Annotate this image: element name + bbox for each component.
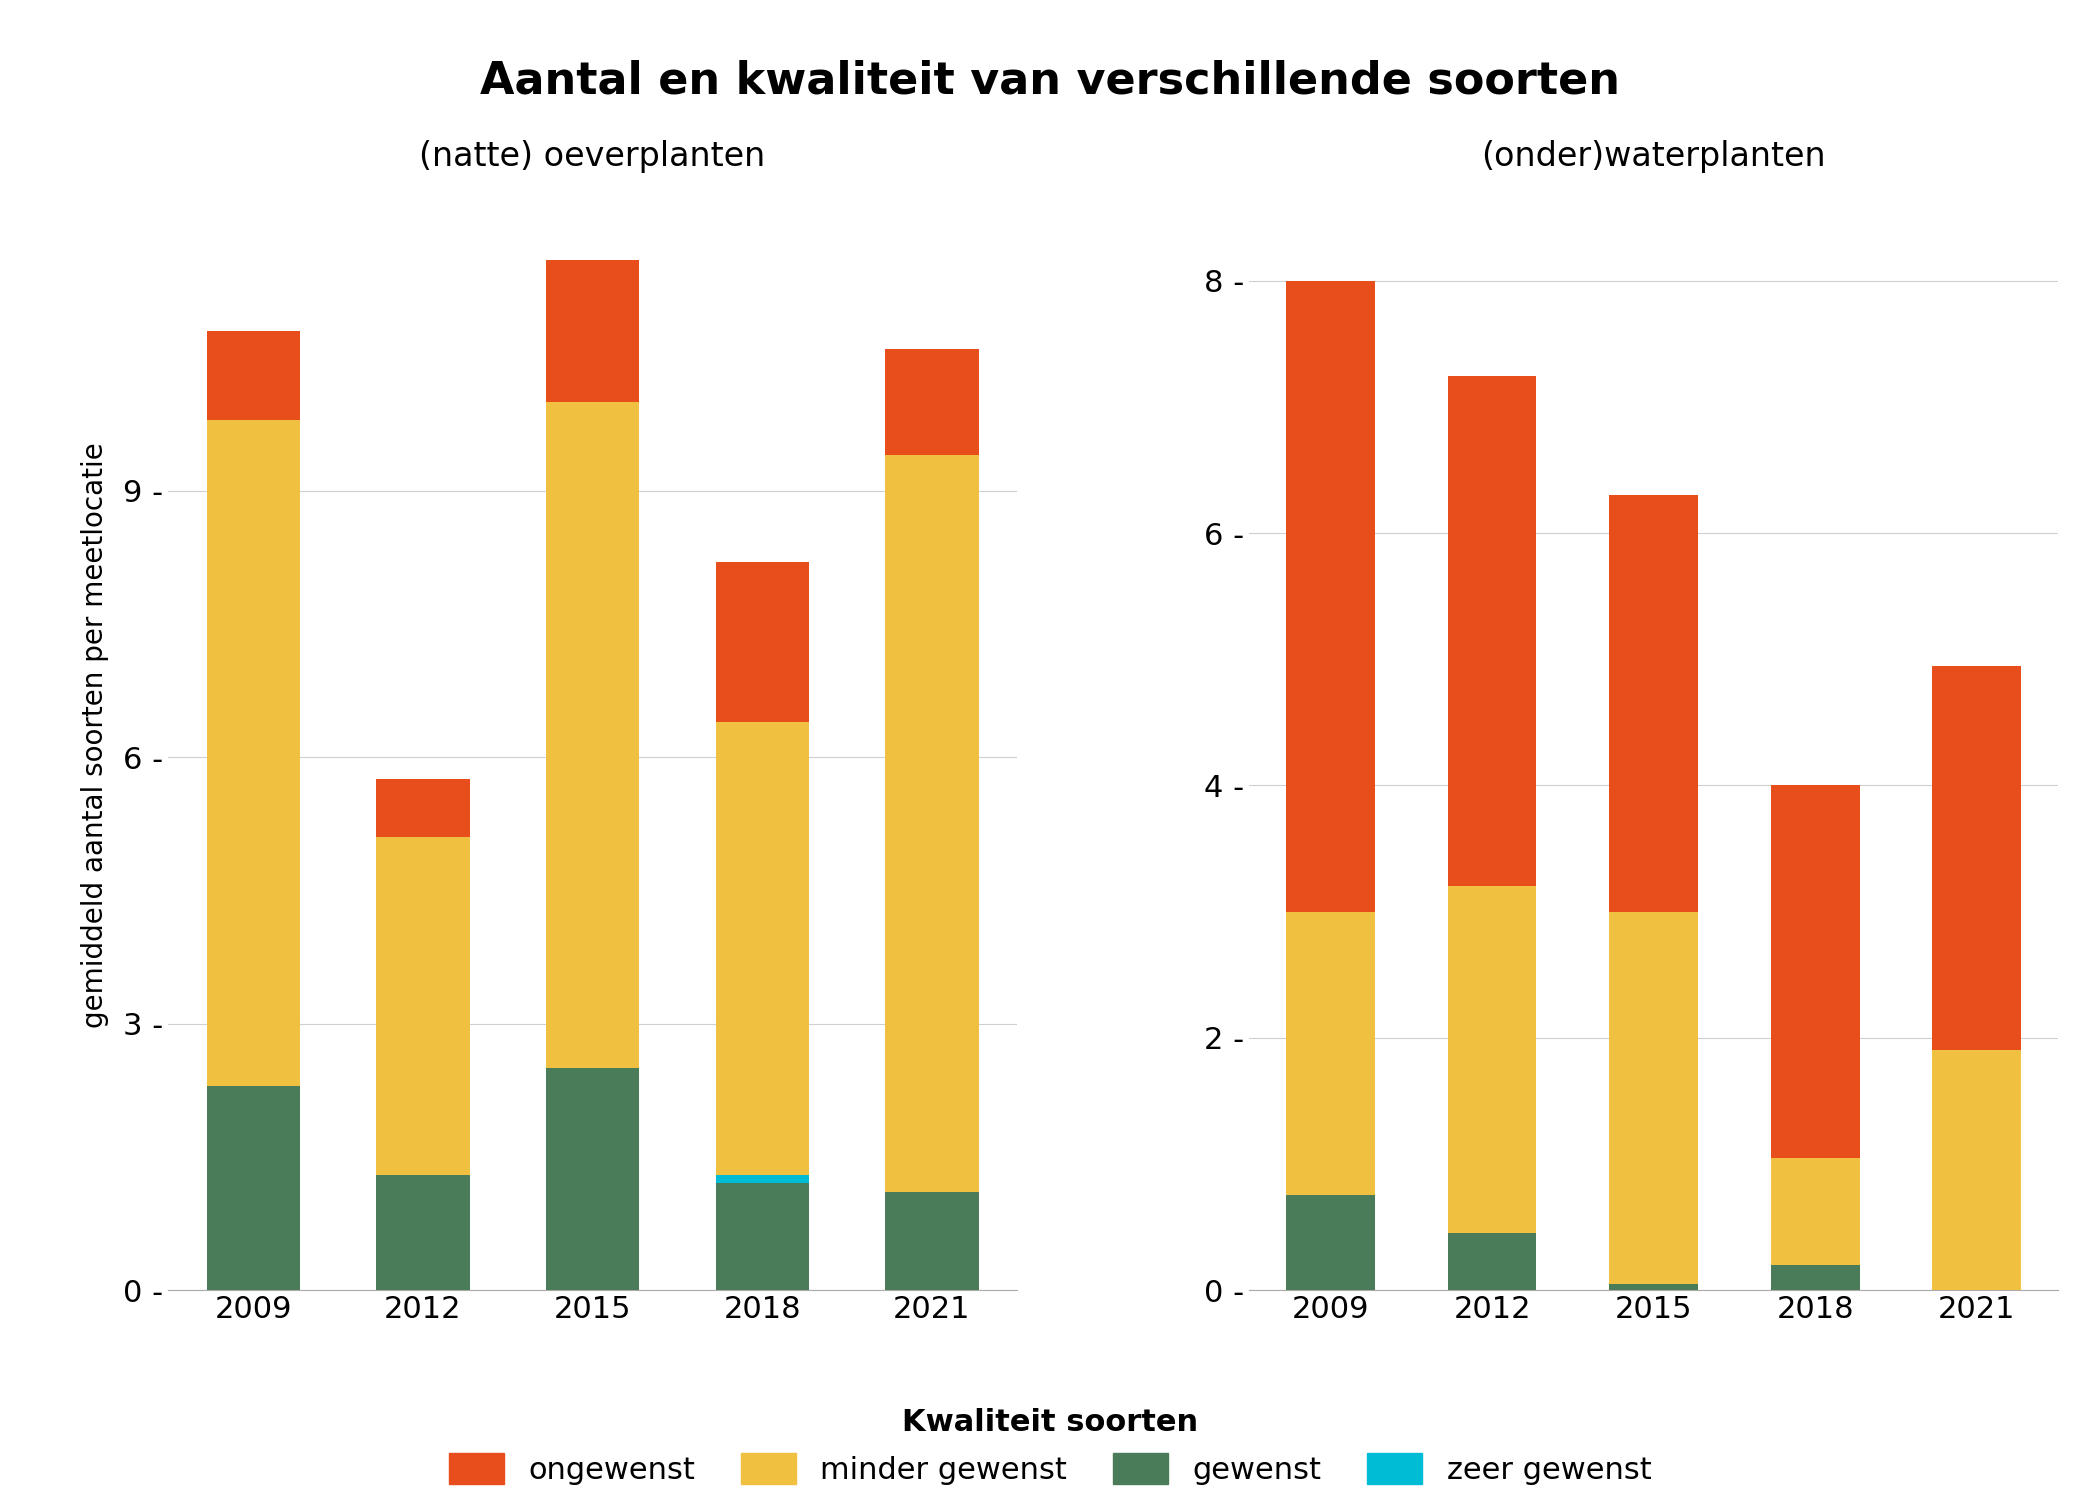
Legend: ongewenst, minder gewenst, gewenst, zeer gewenst: ongewenst, minder gewenst, gewenst, zeer… — [449, 1408, 1651, 1485]
Bar — [1932, 666, 2020, 1050]
Y-axis label: gemiddeld aantal soorten per meetlocatie: gemiddeld aantal soorten per meetlocatie — [82, 442, 109, 1028]
Bar — [546, 402, 638, 1068]
Bar — [1609, 495, 1699, 912]
Bar — [376, 1174, 470, 1290]
Bar — [376, 780, 470, 837]
Bar — [1770, 1264, 1861, 1290]
Bar — [1447, 886, 1537, 1233]
Bar — [1285, 912, 1376, 1196]
Bar — [1932, 1050, 2020, 1290]
Bar — [206, 1086, 300, 1290]
Bar — [716, 562, 808, 722]
Text: Aantal en kwaliteit van verschillende soorten: Aantal en kwaliteit van verschillende so… — [481, 60, 1619, 104]
Bar — [886, 348, 979, 456]
Bar — [546, 260, 638, 402]
Bar — [1447, 1233, 1537, 1290]
Title: (natte) oeverplanten: (natte) oeverplanten — [420, 140, 766, 172]
Bar — [1770, 1158, 1861, 1264]
Bar — [886, 1192, 979, 1290]
Bar — [716, 722, 808, 1174]
Bar — [886, 456, 979, 1192]
Bar — [1770, 786, 1861, 1158]
Bar — [376, 837, 470, 1174]
Bar — [1285, 280, 1376, 912]
Bar — [1609, 912, 1699, 1284]
Bar — [1609, 1284, 1699, 1290]
Bar — [1285, 1196, 1376, 1290]
Bar — [546, 1068, 638, 1290]
Bar — [716, 1174, 808, 1184]
Bar — [206, 420, 300, 1086]
Bar — [1447, 375, 1537, 886]
Bar — [206, 332, 300, 420]
Title: (onder)waterplanten: (onder)waterplanten — [1480, 140, 1825, 172]
Bar — [716, 1184, 808, 1290]
